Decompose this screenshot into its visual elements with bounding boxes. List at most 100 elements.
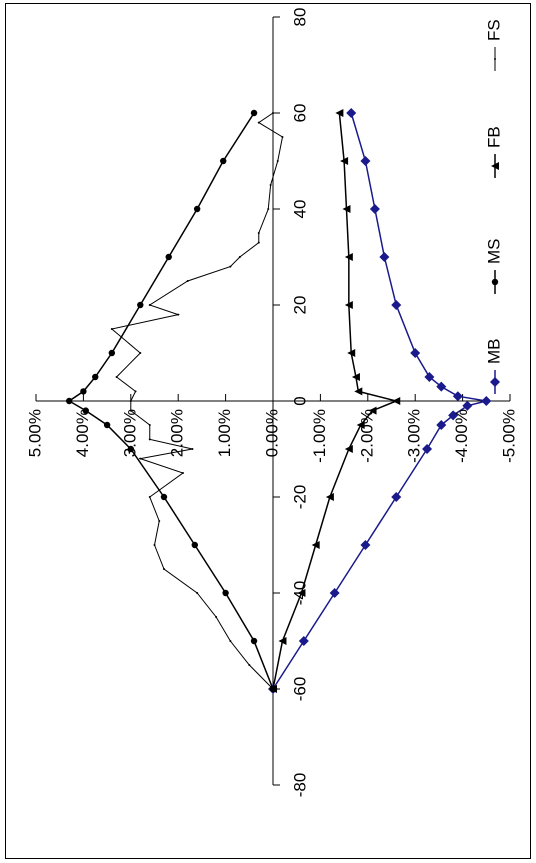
data-point	[191, 448, 194, 450]
series-layer	[65, 108, 492, 694]
y-tick-label: -2.00%	[357, 409, 376, 463]
data-point	[127, 445, 134, 453]
data-point	[297, 589, 306, 597]
x-tick-label: 80	[290, 8, 309, 27]
legend-item-mb: MB	[484, 339, 503, 394]
data-point	[342, 205, 351, 213]
legend-label: FB	[484, 126, 503, 148]
data-point	[215, 616, 218, 618]
data-point	[278, 637, 287, 645]
data-point	[191, 541, 198, 549]
y-tick-label: -4.00%	[452, 409, 471, 463]
data-point	[148, 496, 151, 498]
x-tick-label: 40	[290, 200, 309, 219]
legend-item-fs: FS	[484, 19, 503, 71]
data-point	[115, 376, 118, 378]
legend-marker	[491, 278, 499, 286]
data-point	[148, 304, 151, 306]
chart-border	[5, 3, 531, 859]
legend-marker	[491, 162, 499, 170]
data-point	[281, 136, 284, 138]
legend-label: MB	[484, 339, 503, 365]
data-point	[139, 352, 142, 354]
data-point	[162, 568, 165, 570]
data-point	[65, 397, 73, 405]
legend-item-fb: FB	[484, 126, 503, 178]
data-point	[193, 205, 201, 213]
data-point	[257, 121, 260, 124]
data-point	[153, 544, 156, 546]
data-point	[298, 636, 309, 646]
data-point	[82, 407, 89, 414]
data-point	[269, 184, 272, 186]
data-point	[481, 396, 492, 406]
data-point	[222, 589, 229, 597]
data-point	[129, 409, 132, 412]
data-point	[422, 444, 433, 454]
data-point	[354, 387, 363, 396]
data-point	[346, 108, 357, 118]
data-point	[311, 541, 320, 549]
y-tick-label: 0.00%	[262, 409, 281, 457]
legend-label: FS	[484, 19, 503, 41]
series-fb	[269, 109, 401, 693]
series-fs	[110, 112, 284, 690]
data-point	[360, 540, 371, 550]
legend-marker	[490, 377, 500, 387]
data-point	[186, 280, 189, 282]
data-point	[391, 492, 402, 502]
data-point	[452, 391, 463, 402]
data-point	[392, 397, 401, 405]
data-point	[448, 410, 459, 421]
data-point	[347, 349, 356, 357]
data-point	[250, 637, 258, 645]
y-tick-label: -3.00%	[405, 409, 424, 463]
data-point	[103, 421, 111, 429]
legend: MB MS FB FS	[484, 19, 503, 394]
data-point	[325, 493, 334, 501]
y-tick-label: -5.00%	[499, 409, 518, 463]
data-point	[410, 348, 421, 358]
data-point	[462, 400, 473, 411]
x-tick-label: -40	[290, 581, 309, 606]
data-point	[148, 424, 151, 426]
data-point	[158, 520, 161, 522]
data-point	[340, 157, 349, 165]
tick-labels: -80 -60 -40 -20 0 20 40 60 80 5.00% 4.00% 3.00% 2.00…	[25, 8, 518, 798]
data-point	[196, 592, 199, 594]
data-point	[344, 445, 353, 453]
data-point	[257, 232, 260, 234]
data-point	[360, 156, 371, 166]
data-point	[436, 420, 447, 430]
data-point	[379, 252, 390, 262]
data-point	[272, 112, 274, 114]
x-tick-label: 20	[290, 296, 309, 315]
data-point	[220, 157, 227, 165]
data-point	[335, 109, 344, 117]
data-point	[139, 457, 142, 460]
y-tick-label: 5.00%	[25, 409, 44, 457]
series-ms	[65, 109, 277, 693]
data-point	[137, 301, 144, 309]
data-point	[80, 388, 87, 395]
data-point	[391, 300, 402, 310]
data-point	[344, 301, 353, 309]
data-point	[276, 160, 279, 162]
data-point	[356, 421, 365, 429]
x-tick-label: -80	[290, 773, 309, 798]
legend-marker	[494, 58, 496, 60]
data-point	[160, 493, 168, 501]
data-point	[424, 372, 435, 382]
data-point	[110, 328, 113, 330]
data-point	[257, 241, 260, 244]
axes	[35, 16, 511, 786]
data-point	[229, 265, 232, 268]
data-point	[250, 109, 258, 117]
x-tick-label: -60	[290, 677, 309, 702]
data-point	[229, 640, 232, 642]
y-tick-label: 3.00%	[120, 409, 139, 457]
data-point	[177, 313, 180, 316]
data-point	[369, 204, 380, 214]
data-point	[248, 664, 251, 666]
